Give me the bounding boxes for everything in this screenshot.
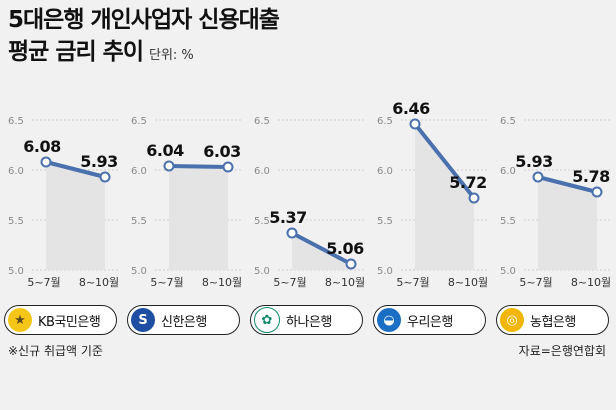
data-label: 6.04 — [146, 141, 184, 160]
y-tick-label: 5.0 — [131, 266, 147, 277]
kb-star-icon: ★ — [8, 308, 32, 332]
data-point — [99, 171, 111, 183]
series-line — [44, 160, 107, 179]
series-line — [413, 122, 476, 200]
x-tick-label: 8~10월 — [79, 276, 119, 289]
bank-name: 농협은행 — [530, 314, 576, 330]
bank-name: 우리은행 — [407, 314, 453, 330]
data-label: 5.93 — [515, 152, 552, 171]
series-line — [536, 175, 599, 194]
data-label: 6.46 — [392, 99, 430, 118]
data-point — [163, 160, 175, 172]
x-tick-label: 5~7월 — [150, 276, 183, 289]
unit-label: 단위: % — [148, 48, 194, 63]
y-tick-label: 5.0 — [254, 266, 270, 277]
data-point — [468, 192, 480, 204]
data-label: 5.37 — [269, 208, 306, 227]
bank-pill: ◒ 우리은행 — [373, 305, 486, 335]
y-tick-label: 6.0 — [500, 166, 516, 177]
x-tick-label: 5~7월 — [273, 276, 306, 289]
chart-panel-3: 6.5 6.0 5.5 5.0 5.37 5.06 5~7월 8~10월 — [254, 116, 365, 289]
y-tick-label: 6.5 — [254, 116, 270, 127]
y-tick-label: 6.0 — [254, 166, 270, 177]
bank-pill: ◎ 농협은행 — [496, 305, 609, 335]
x-tick-label: 8~10월 — [202, 276, 242, 289]
shinhan-s-icon: S — [131, 308, 155, 332]
hana-flower-icon: ✿ — [254, 307, 280, 333]
y-tick-label: 5.5 — [254, 216, 270, 227]
x-tick-label: 5~7월 — [27, 276, 60, 289]
data-label: 5.72 — [449, 173, 486, 192]
data-point — [591, 186, 603, 198]
source-note: 자료=은행연합회 — [518, 344, 606, 358]
chart-panels: 6.5 6.0 5.5 5.0 6.08 5.93 5~7월 8~10월 6.5 6.0 5.5 5.… — [0, 99, 616, 289]
y-tick-label: 5.5 — [8, 216, 24, 227]
chart-panel-4: 6.5 6.0 5.5 5.0 6.46 5.72 5~7월 8~10월 — [377, 99, 488, 289]
data-label: 6.08 — [23, 137, 61, 156]
bank-pill: S 신한은행 — [127, 305, 240, 335]
chart-panel-5: 6.5 6.0 5.5 5.0 5.93 5.78 5~7월 8~10월 — [500, 116, 611, 289]
title-line-2: 평균 금리 추이 단위: % — [8, 36, 279, 72]
y-tick-label: 6.5 — [131, 116, 147, 127]
nh-ring-icon: ◎ — [500, 308, 524, 332]
area-fill — [169, 166, 228, 270]
y-tick-label: 6.0 — [8, 166, 24, 177]
data-point — [409, 118, 421, 130]
bank-legend: ★ KB국민은행 S 신한은행 ✿ 하나은행 ◒ 우리은행 ◎ 농협은행 — [0, 305, 616, 339]
series-line — [167, 164, 230, 169]
data-point — [222, 161, 234, 173]
data-label: 5.78 — [572, 167, 610, 186]
y-tick-label: 5.0 — [500, 266, 516, 277]
data-point — [40, 156, 52, 168]
x-tick-label: 8~10월 — [325, 276, 365, 289]
area-fill — [46, 162, 105, 270]
bank-name: KB국민은행 — [38, 314, 101, 330]
series-line — [290, 231, 353, 266]
y-tick-label: 5.5 — [377, 216, 393, 227]
data-label: 5.93 — [80, 152, 117, 171]
data-point — [532, 171, 544, 183]
title-line-1: 5대은행 개인사업자 신용대출 — [8, 7, 280, 33]
bank-name: 신한은행 — [161, 314, 207, 330]
y-tick-label: 5.0 — [8, 266, 24, 277]
y-tick-label: 6.5 — [500, 116, 516, 127]
x-tick-label: 8~10월 — [448, 276, 488, 289]
bank-pill: ★ KB국민은행 — [4, 305, 117, 335]
data-label: 5.06 — [326, 239, 364, 258]
y-tick-label: 5.0 — [377, 266, 393, 277]
x-tick-label: 5~7월 — [519, 276, 552, 289]
x-tick-label: 8~10월 — [571, 276, 611, 289]
chart-panel-1: 6.5 6.0 5.5 5.0 6.08 5.93 5~7월 8~10월 — [8, 116, 119, 289]
chart-title: 5대은행 개인사업자 신용대출 평균 금리 추이 단위: % — [8, 4, 280, 72]
chart-panel-2: 6.5 6.0 5.5 5.0 6.04 6.03 5~7월 8~10월 — [131, 116, 242, 289]
y-tick-label: 6.0 — [131, 166, 147, 177]
x-tick-label: 5~7월 — [396, 276, 429, 289]
bank-name: 하나은행 — [286, 314, 332, 330]
area-fill — [538, 177, 597, 270]
y-tick-label: 6.5 — [377, 116, 393, 127]
data-label: 6.03 — [203, 142, 240, 161]
data-point — [345, 258, 357, 270]
footnote: ※신규 취급액 기준 — [8, 344, 103, 358]
y-tick-label: 5.5 — [500, 216, 516, 227]
data-point — [286, 227, 298, 239]
bank-pill: ✿ 하나은행 — [250, 305, 363, 335]
title-line-2-text: 평균 금리 추이 — [8, 39, 144, 65]
y-tick-label: 6.5 — [8, 116, 24, 127]
y-tick-label: 6.0 — [377, 166, 393, 177]
y-tick-label: 5.5 — [131, 216, 147, 227]
area-fill — [415, 124, 474, 270]
woori-sun-icon: ◒ — [377, 308, 401, 332]
